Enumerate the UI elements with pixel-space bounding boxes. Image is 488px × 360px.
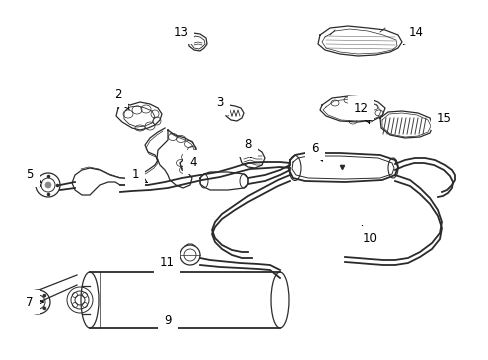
- Circle shape: [45, 182, 51, 188]
- Circle shape: [43, 294, 46, 297]
- Text: 3: 3: [216, 96, 229, 113]
- Text: 11: 11: [159, 256, 174, 270]
- Text: 1: 1: [131, 168, 147, 183]
- Text: 15: 15: [435, 112, 450, 125]
- Text: 14: 14: [403, 26, 423, 45]
- Text: 9: 9: [164, 312, 171, 327]
- Text: 8: 8: [244, 139, 251, 157]
- Text: 5: 5: [26, 168, 42, 183]
- Text: 2: 2: [114, 89, 129, 109]
- Text: 13: 13: [173, 26, 188, 40]
- Text: 6: 6: [311, 141, 322, 161]
- Circle shape: [30, 307, 33, 310]
- Circle shape: [43, 307, 46, 310]
- Text: 12: 12: [353, 102, 369, 123]
- Text: 10: 10: [362, 225, 377, 244]
- Text: 4: 4: [189, 156, 196, 168]
- Circle shape: [30, 294, 33, 297]
- Text: 7: 7: [26, 296, 43, 309]
